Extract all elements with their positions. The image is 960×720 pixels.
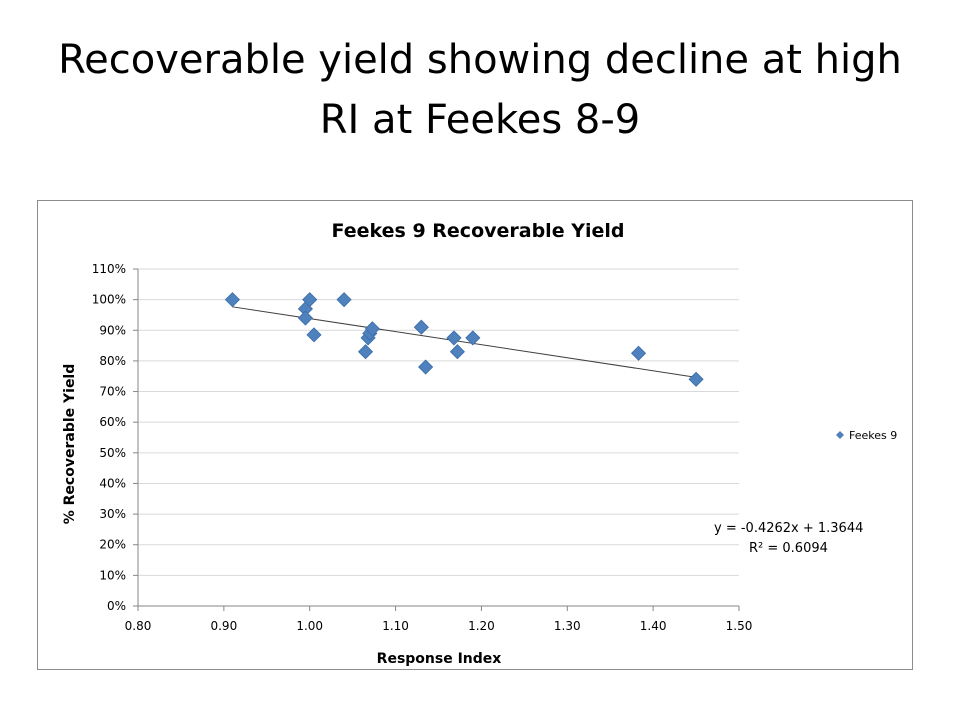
x-tick-label: 1.50 — [726, 619, 753, 633]
x-axis-title: Response Index — [377, 651, 502, 667]
data-point — [297, 310, 313, 326]
y-tick-label: 30% — [99, 507, 126, 521]
data-point — [446, 330, 462, 346]
chart-frame: Feekes 9 Recoverable Yield 0% 10% 20% 30% 40… — [37, 200, 913, 670]
x-tick-label: 1.30 — [554, 619, 581, 633]
y-tick-label: 80% — [99, 354, 126, 368]
y-tick-label: 110% — [92, 262, 126, 276]
y-tick-label: 20% — [99, 538, 126, 552]
y-tick-label: 60% — [99, 415, 126, 429]
data-point — [630, 345, 647, 361]
data-point — [465, 330, 481, 346]
x-tick-label: 1.20 — [468, 619, 495, 633]
data-points — [224, 292, 704, 387]
trendline-r-squared: R² = 0.6094 — [749, 541, 828, 556]
y-tick-label: 90% — [99, 323, 126, 337]
gridlines — [138, 268, 739, 576]
y-tick-label: 100% — [92, 293, 126, 307]
y-tick-label: 0% — [107, 599, 126, 613]
x-tick-labels: 0.80 0.90 1.00 1.10 1.20 1.30 1.40 1.50 — [125, 619, 753, 633]
x-tick-label: 0.90 — [210, 619, 237, 633]
legend: Feekes 9 — [836, 429, 897, 442]
y-tick-label: 40% — [99, 476, 126, 490]
y-axis-title: % Recoverable Yield — [62, 364, 78, 525]
scatter-chart: Feekes 9 Recoverable Yield 0% 10% 20% 30% 40… — [62, 220, 897, 667]
data-point — [224, 292, 241, 308]
y-tick-label: 50% — [99, 446, 126, 460]
legend-label: Feekes 9 — [849, 429, 897, 442]
data-point — [413, 319, 429, 335]
x-tick-label: 1.10 — [382, 619, 409, 633]
data-point — [688, 371, 704, 387]
legend-marker-icon — [836, 431, 844, 439]
trendline-equation: y = -0.4262x + 1.3644 — [714, 521, 863, 536]
slide-title: Recoverable yield showing decline at hig… — [58, 37, 902, 143]
axes — [133, 268, 740, 611]
data-point — [364, 321, 380, 337]
data-point — [306, 327, 322, 343]
data-point — [449, 344, 465, 360]
data-point — [302, 292, 318, 308]
x-tick-label: 1.40 — [640, 619, 667, 633]
data-point — [418, 359, 434, 375]
data-point — [357, 344, 374, 360]
x-tick-label: 0.80 — [125, 619, 152, 633]
chart-title: Feekes 9 Recoverable Yield — [332, 220, 625, 242]
y-tick-labels: 0% 10% 20% 30% 40% 50% 60% 70% 80% 90% 100% 110% — [92, 262, 126, 613]
y-tick-label: 10% — [99, 568, 126, 582]
y-tick-label: 70% — [99, 385, 126, 399]
x-tick-label: 1.00 — [296, 619, 323, 633]
data-point — [336, 292, 352, 308]
